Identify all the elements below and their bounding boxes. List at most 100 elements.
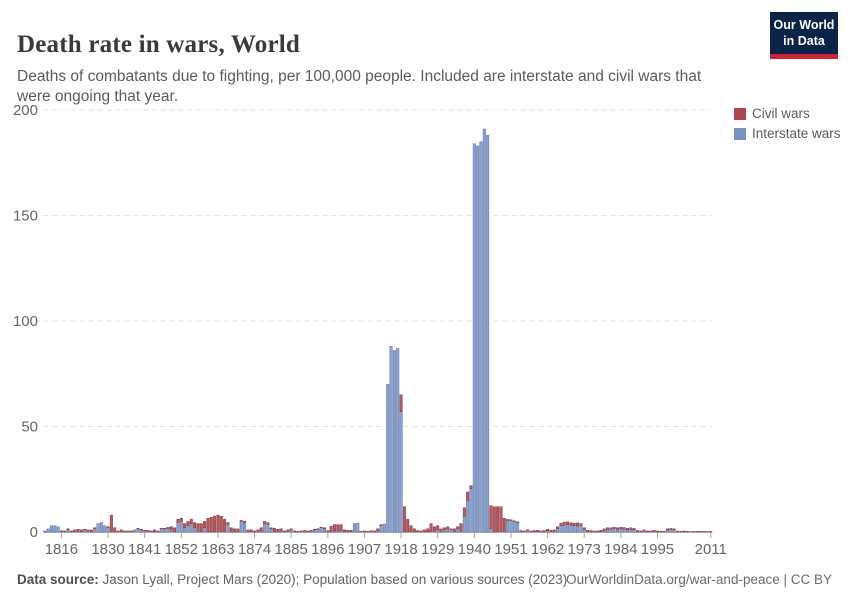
bar-civil[interactable] [529, 530, 533, 533]
bar-civil[interactable] [213, 515, 217, 533]
bar-civil[interactable] [149, 530, 153, 533]
bar-civil[interactable] [179, 518, 183, 522]
bar-interstate[interactable] [489, 528, 493, 533]
bar-civil[interactable] [662, 530, 666, 533]
bar-interstate[interactable] [183, 527, 187, 533]
bar-civil[interactable] [159, 527, 163, 530]
bar-civil[interactable] [526, 529, 530, 531]
bar-civil[interactable] [572, 522, 576, 526]
bar-civil[interactable] [462, 507, 466, 517]
bar-interstate[interactable] [53, 525, 57, 533]
bar-interstate[interactable] [442, 529, 446, 533]
bar-civil[interactable] [233, 528, 237, 533]
bar-interstate[interactable] [632, 529, 636, 533]
bar-civil[interactable] [502, 518, 506, 532]
bar-civil[interactable] [592, 530, 596, 533]
bar-interstate[interactable] [482, 128, 486, 533]
bar-civil[interactable] [316, 528, 320, 530]
bar-civil[interactable] [73, 529, 77, 533]
bar-civil[interactable] [619, 527, 623, 530]
bar-interstate[interactable] [582, 529, 586, 533]
bar-interstate[interactable] [226, 524, 230, 533]
bar-civil[interactable] [346, 530, 350, 533]
bar-interstate[interactable] [319, 527, 323, 533]
bar-interstate[interactable] [243, 522, 247, 533]
bar-civil[interactable] [239, 520, 243, 522]
bar-interstate[interactable] [506, 520, 510, 533]
bar-civil[interactable] [326, 530, 330, 533]
bar-civil[interactable] [456, 526, 460, 530]
bar-civil[interactable] [436, 525, 440, 531]
bar-interstate[interactable] [436, 529, 440, 533]
bar-civil[interactable] [193, 522, 197, 529]
bar-civil[interactable] [506, 519, 510, 521]
bar-civil[interactable] [406, 519, 410, 533]
bar-interstate[interactable] [266, 524, 270, 533]
bar-interstate[interactable] [239, 521, 243, 533]
bar-civil[interactable] [259, 527, 263, 533]
bar-civil[interactable] [536, 530, 540, 533]
bar-civil[interactable] [312, 529, 316, 531]
bar-civil[interactable] [83, 529, 87, 531]
bar-civil[interactable] [612, 526, 616, 530]
bar-civil[interactable] [439, 528, 443, 533]
bar-interstate[interactable] [83, 529, 87, 533]
bar-civil[interactable] [639, 530, 643, 533]
bar-civil[interactable] [163, 527, 167, 530]
bar-civil[interactable] [76, 529, 80, 532]
bar-civil[interactable] [299, 530, 303, 533]
bar-civil[interactable] [522, 530, 526, 533]
bar-civil[interactable] [682, 530, 686, 532]
bar-civil[interactable] [422, 529, 426, 533]
bar-interstate[interactable] [352, 523, 356, 533]
bar-interstate[interactable] [159, 528, 163, 533]
bar-interstate[interactable] [622, 529, 626, 533]
bar-civil[interactable] [219, 515, 223, 533]
bar-civil[interactable] [559, 522, 563, 526]
bar-civil[interactable] [332, 524, 336, 532]
bar-civil[interactable] [89, 529, 93, 533]
bar-civil[interactable] [226, 522, 230, 525]
bar-civil[interactable] [469, 485, 473, 489]
bar-civil[interactable] [556, 526, 560, 530]
bar-interstate[interactable] [179, 521, 183, 533]
bar-civil[interactable] [196, 523, 200, 533]
bar-civil[interactable] [153, 529, 157, 533]
bar-civil[interactable] [492, 506, 496, 533]
bar-civil[interactable] [412, 528, 416, 533]
bar-civil[interactable] [566, 521, 570, 525]
bar-civil[interactable] [569, 522, 573, 526]
bar-civil[interactable] [532, 530, 536, 533]
bar-civil[interactable] [652, 530, 656, 533]
bar-civil[interactable] [549, 530, 553, 533]
bar-interstate[interactable] [579, 525, 583, 533]
bar-civil[interactable] [432, 526, 436, 532]
bar-interstate[interactable] [566, 524, 570, 533]
bar-civil[interactable] [296, 531, 300, 533]
bar-interstate[interactable] [93, 528, 97, 533]
bar-civil[interactable] [169, 526, 173, 531]
legend-item-interstate-wars[interactable]: Interstate wars [734, 126, 841, 141]
bar-civil[interactable] [243, 521, 247, 523]
bar-civil[interactable] [539, 530, 543, 533]
bar-civil[interactable] [123, 530, 127, 533]
bar-civil[interactable] [426, 528, 430, 533]
bar-interstate[interactable] [665, 529, 669, 533]
bar-interstate[interactable] [569, 524, 573, 533]
bar-civil[interactable] [626, 527, 629, 531]
bar-civil[interactable] [552, 529, 556, 533]
bar-civil[interactable] [59, 530, 63, 532]
bar-civil[interactable] [269, 527, 273, 530]
bar-civil[interactable] [372, 530, 376, 533]
bar-interstate[interactable] [462, 515, 466, 533]
legend-item-civil-wars[interactable]: Civil wars [734, 106, 841, 121]
bar-civil[interactable] [203, 521, 207, 529]
bar-interstate[interactable] [556, 528, 560, 533]
bar-civil[interactable] [129, 530, 133, 533]
bar-civil[interactable] [699, 531, 703, 533]
bar-interstate[interactable] [392, 350, 396, 533]
bar-civil[interactable] [286, 529, 290, 532]
bar-interstate[interactable] [672, 529, 676, 533]
bar-civil[interactable] [249, 529, 253, 533]
bar-civil[interactable] [579, 523, 583, 526]
